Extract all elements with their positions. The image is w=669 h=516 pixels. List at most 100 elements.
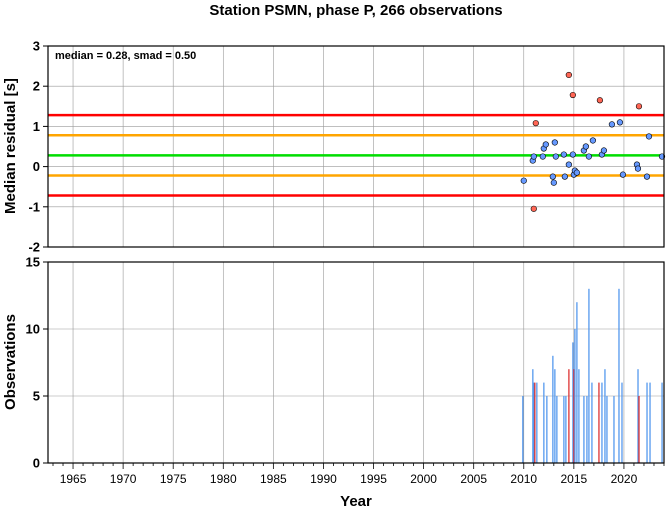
residual-point bbox=[552, 153, 559, 160]
observation-bar bbox=[621, 382, 623, 463]
residual-y-axis-label: Median residual [s] bbox=[2, 78, 19, 214]
y-tick-label: -2 bbox=[28, 240, 40, 255]
observation-bar bbox=[638, 396, 640, 463]
x-tick-label: 2020 bbox=[611, 472, 638, 486]
observation-bar bbox=[572, 342, 574, 463]
residual-point bbox=[585, 153, 592, 160]
x-tick-label: 1975 bbox=[160, 472, 187, 486]
x-tick-label: 1980 bbox=[210, 472, 237, 486]
observation-bar bbox=[578, 369, 580, 463]
residual-point bbox=[561, 173, 568, 180]
residual-point bbox=[530, 205, 537, 212]
y-tick-label: 0 bbox=[33, 159, 40, 174]
residual-panel: -2 -1 0 1 2 3 median = 0.28, smad = 0.50 Medi… bbox=[2, 39, 666, 255]
observation-bar bbox=[613, 396, 615, 463]
observation-bar bbox=[554, 369, 556, 463]
residual-point bbox=[569, 151, 576, 158]
residual-point bbox=[600, 147, 608, 154]
y-tick-label: 5 bbox=[33, 389, 40, 404]
observations-plot-frame bbox=[47, 261, 665, 464]
x-tick-label: 2015 bbox=[561, 472, 588, 486]
observation-bar bbox=[532, 369, 534, 463]
observation-bar bbox=[522, 396, 524, 463]
y-tick-label: 3 bbox=[33, 39, 40, 54]
residual-point bbox=[596, 97, 603, 104]
residual-point bbox=[573, 169, 580, 176]
observation-bar bbox=[552, 355, 554, 463]
residual-point bbox=[550, 179, 557, 186]
residual-point bbox=[635, 103, 643, 110]
residual-point bbox=[658, 153, 666, 160]
x-tick-label: 1995 bbox=[360, 472, 387, 486]
residual-reference-lines bbox=[48, 113, 664, 197]
observation-bar bbox=[576, 302, 578, 463]
y-tick-label: 0 bbox=[33, 456, 40, 471]
y-tick-label: 15 bbox=[26, 255, 40, 270]
year-x-ticks: 1965 1970 1975 1980 1985 1990 1995 2000 2005 2010… bbox=[52, 463, 665, 486]
observation-bar bbox=[568, 369, 570, 463]
residual-point bbox=[542, 141, 549, 148]
y-tick-label: -1 bbox=[28, 199, 40, 214]
observation-bar bbox=[533, 382, 535, 463]
residual-point bbox=[565, 71, 572, 79]
observation-bar bbox=[546, 396, 548, 463]
observation-bar bbox=[565, 396, 567, 463]
residual-point bbox=[582, 143, 589, 150]
residual-point bbox=[634, 165, 642, 172]
residual-point bbox=[560, 151, 567, 158]
residual-point bbox=[619, 171, 627, 178]
observations-y-axis-label: Observations bbox=[2, 314, 19, 410]
observation-bar bbox=[556, 396, 558, 463]
x-tick-label: 2000 bbox=[410, 472, 437, 486]
observation-bar bbox=[583, 396, 585, 463]
observation-bar bbox=[606, 396, 608, 463]
residual-point bbox=[645, 133, 653, 140]
observation-bar bbox=[601, 382, 603, 463]
residual-y-ticks: -2 -1 0 1 2 3 bbox=[28, 39, 48, 255]
residual-point bbox=[565, 161, 572, 168]
observation-bar bbox=[573, 369, 575, 463]
observation-bar bbox=[591, 382, 593, 463]
residual-point bbox=[569, 91, 576, 99]
observation-bar bbox=[543, 382, 545, 463]
observations-y-ticks: 0 5 10 15 bbox=[26, 255, 48, 471]
observation-bar bbox=[536, 382, 538, 463]
observation-bar bbox=[574, 329, 576, 463]
observation-bar bbox=[563, 396, 565, 463]
figure-title: Station PSMN, phase P, 266 observations bbox=[209, 2, 502, 19]
residual-point bbox=[539, 153, 546, 160]
residual-plot-background bbox=[48, 46, 664, 247]
residual-point bbox=[589, 137, 596, 144]
observation-bar bbox=[588, 288, 590, 463]
observation-bar bbox=[604, 369, 606, 463]
residual-point bbox=[551, 139, 558, 146]
observation-bar bbox=[534, 382, 536, 463]
observation-bar bbox=[661, 382, 663, 463]
x-tick-label: 1990 bbox=[310, 472, 337, 486]
y-tick-label: 1 bbox=[33, 119, 40, 134]
observation-bar bbox=[598, 382, 600, 463]
x-tick-label: 1970 bbox=[110, 472, 137, 486]
y-tick-label: 2 bbox=[33, 79, 40, 94]
residual-point bbox=[520, 177, 527, 184]
residual-point bbox=[530, 153, 537, 160]
observation-bar bbox=[646, 382, 648, 463]
residual-annotation: median = 0.28, smad = 0.50 bbox=[55, 50, 196, 62]
residual-point bbox=[549, 173, 556, 180]
year-x-axis-label: Year bbox=[340, 493, 372, 510]
residual-point bbox=[616, 119, 624, 126]
observations-panel: 0 5 10 15 1965 1970 1975 1980 1985 1990 1995 2000 2… bbox=[2, 255, 665, 510]
residual-point bbox=[532, 120, 539, 127]
residual-point bbox=[643, 173, 651, 180]
observation-bar bbox=[649, 382, 651, 463]
y-tick-label: 10 bbox=[26, 322, 40, 337]
x-tick-label: 2005 bbox=[460, 472, 487, 486]
observation-bar bbox=[637, 369, 639, 463]
x-tick-label: 1965 bbox=[60, 472, 87, 486]
observations-plot-background bbox=[48, 262, 664, 463]
residual-point bbox=[608, 121, 616, 128]
observation-bar bbox=[586, 396, 588, 463]
x-tick-label: 2010 bbox=[510, 472, 537, 486]
residual-plot-frame bbox=[47, 45, 665, 248]
